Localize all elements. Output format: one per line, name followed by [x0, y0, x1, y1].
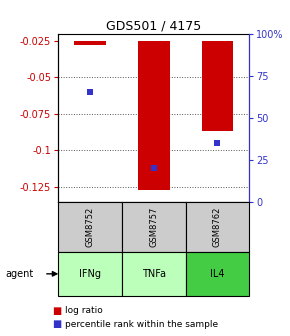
- Bar: [186, 202, 249, 252]
- Bar: [58, 252, 122, 296]
- Title: GDS501 / 4175: GDS501 / 4175: [106, 19, 201, 33]
- Bar: [138, 41, 170, 190]
- Text: ■: ■: [52, 306, 61, 316]
- Text: IL4: IL4: [210, 269, 225, 279]
- Text: log ratio: log ratio: [65, 306, 103, 315]
- Point: [151, 165, 156, 171]
- Text: GSM8757: GSM8757: [149, 207, 158, 247]
- Bar: [122, 202, 186, 252]
- Text: GSM8752: GSM8752: [85, 207, 95, 247]
- Point: [88, 90, 92, 95]
- Bar: [58, 202, 122, 252]
- Bar: [74, 41, 106, 45]
- Point: [215, 140, 220, 145]
- Text: IFNg: IFNg: [79, 269, 101, 279]
- Bar: [122, 252, 186, 296]
- Text: TNFa: TNFa: [142, 269, 166, 279]
- Text: GSM8762: GSM8762: [213, 207, 222, 247]
- Text: percentile rank within the sample: percentile rank within the sample: [65, 320, 218, 329]
- Text: agent: agent: [6, 269, 34, 279]
- Text: ■: ■: [52, 319, 61, 329]
- Bar: [202, 41, 233, 131]
- Bar: [186, 252, 249, 296]
